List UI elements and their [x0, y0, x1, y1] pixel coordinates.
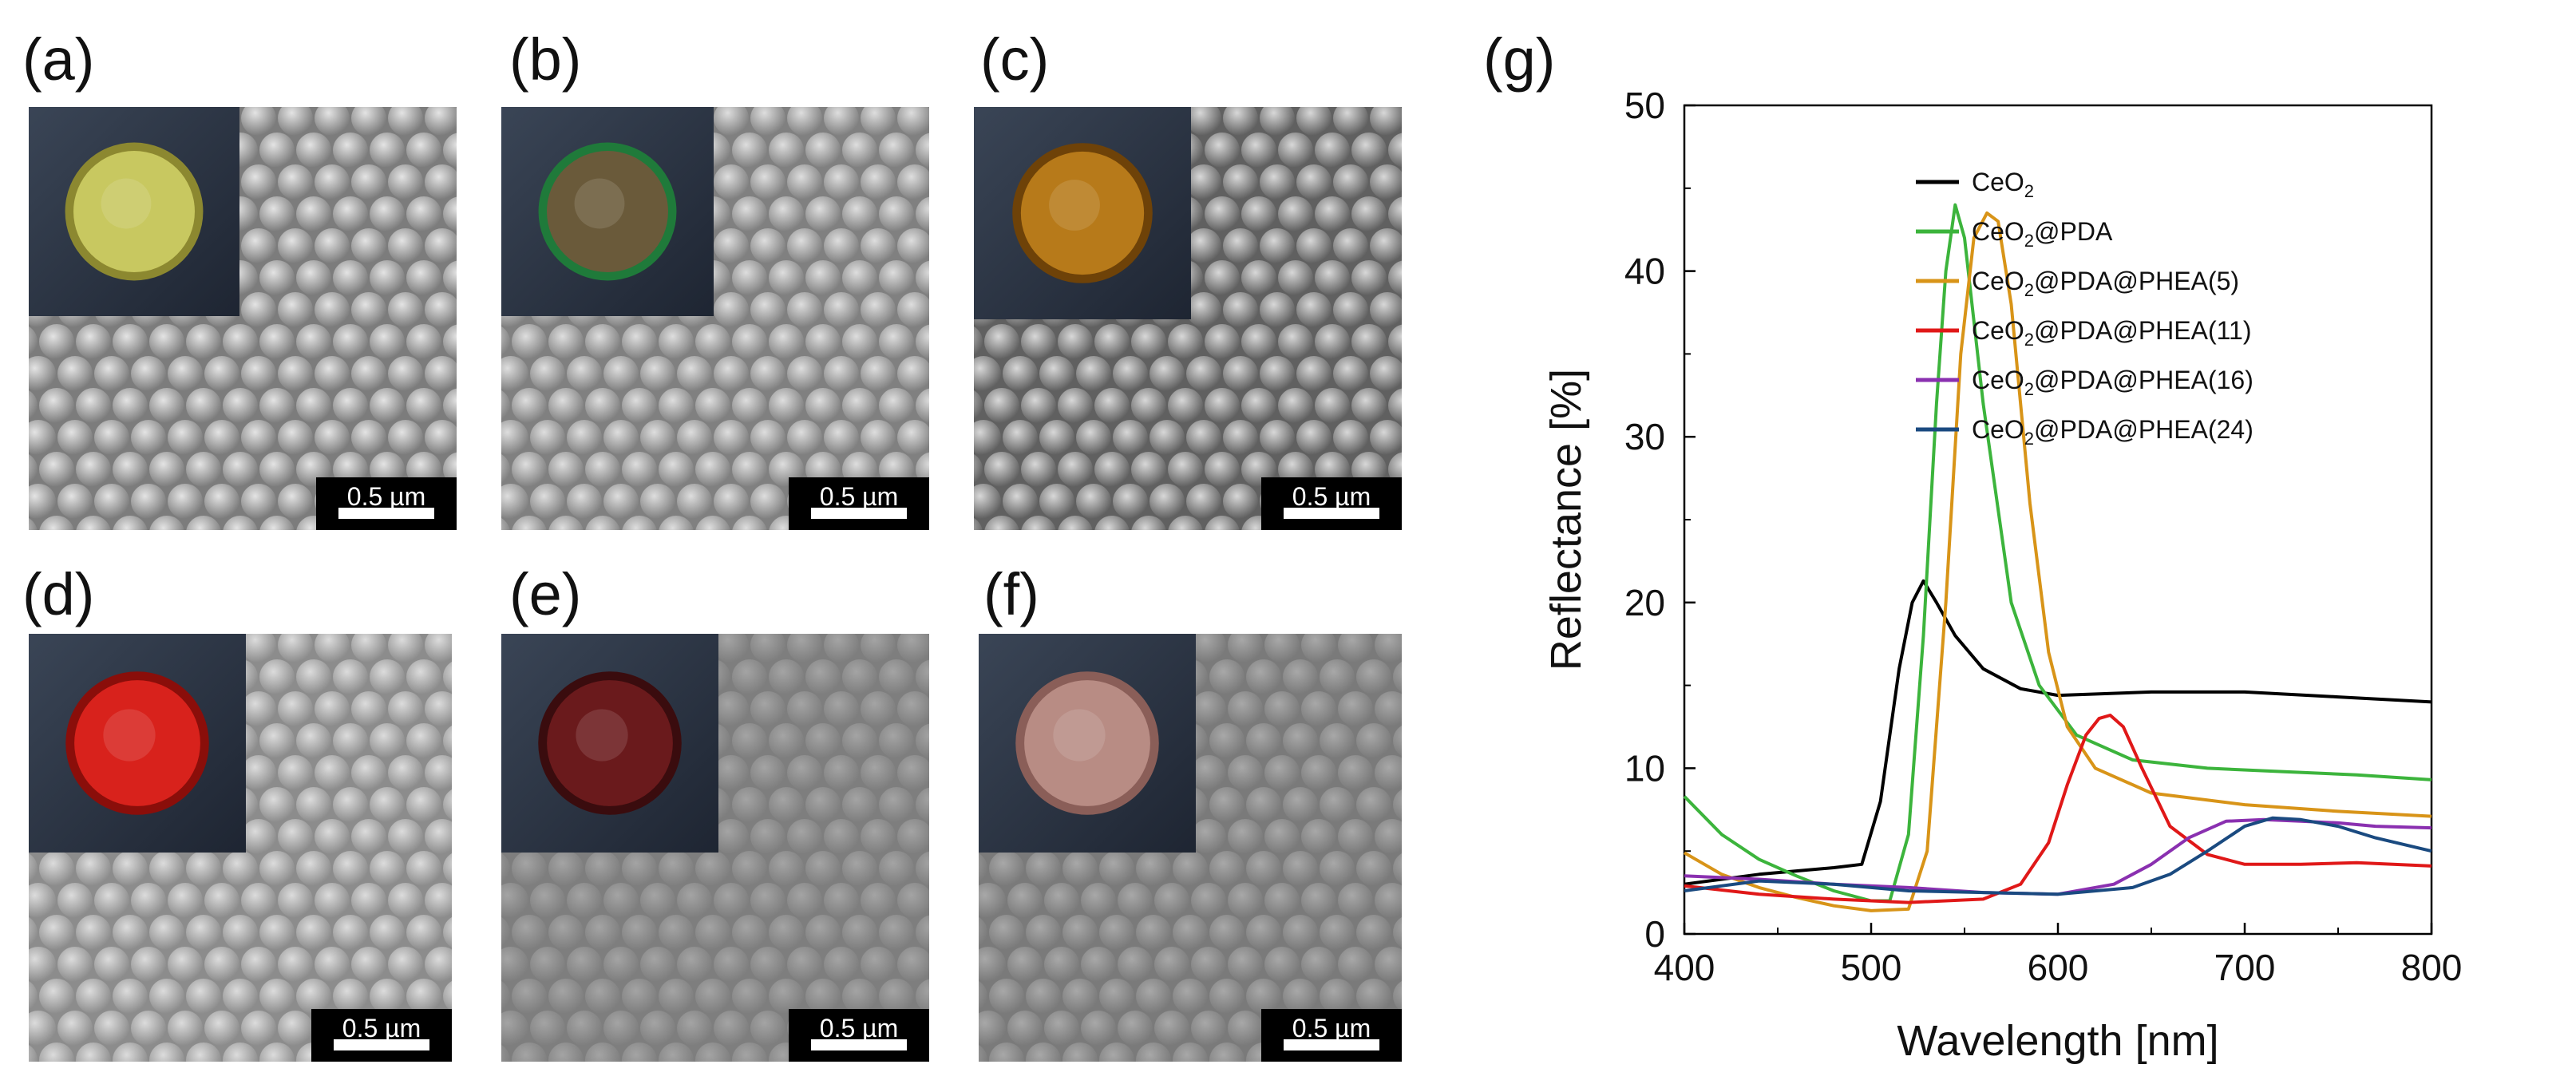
axis-ticks	[1683, 104, 2433, 936]
photo-inset-d	[29, 634, 246, 853]
y-tick-label: 20	[1624, 582, 1665, 623]
sem-panel-c: 0.5 µm	[974, 107, 1402, 530]
x-tick-label: 800	[2401, 947, 2463, 988]
sem-panel-f: 0.5 µm	[979, 634, 1402, 1062]
sample-disk-f	[979, 634, 1196, 853]
photo-inset-c	[974, 107, 1191, 319]
y-axis-label: Reflectance [%]	[1542, 369, 1590, 671]
y-tick-label: 10	[1624, 747, 1665, 789]
scale-bar-line	[811, 508, 907, 519]
y-tick-label: 40	[1624, 251, 1665, 292]
scale-bar-f: 0.5 µm	[1261, 1009, 1402, 1062]
panel-label-b: (b)	[509, 26, 582, 93]
x-tick-label: 500	[1841, 947, 1902, 988]
sem-panel-d: 0.5 µm	[29, 634, 452, 1062]
legend-entry: CeO2@PDA@PHEA(5)	[1972, 267, 2239, 300]
series-line-0	[1684, 579, 2432, 886]
photo-inset-f	[979, 634, 1196, 853]
panel-label-f: (f)	[983, 561, 1039, 627]
photo-inset-a	[29, 107, 239, 316]
series-line-2	[1684, 211, 2432, 912]
y-tick-label: 30	[1624, 416, 1665, 457]
x-tick-label: 700	[2214, 947, 2276, 988]
series-line-5	[1684, 816, 2432, 896]
scale-bar-b: 0.5 µm	[789, 477, 929, 530]
photo-inset-b	[501, 107, 714, 316]
scale-bar-label: 0.5 µm	[342, 1014, 421, 1043]
x-tick-label: 600	[2028, 947, 2089, 988]
panel-label-e: (e)	[509, 561, 582, 627]
legend-entry: CeO2@PDA@PHEA(16)	[1972, 366, 2254, 399]
sem-panel-e: 0.5 µm	[501, 634, 929, 1062]
panel-label-d: (d)	[22, 561, 95, 627]
panel-label-g: (g)	[1483, 26, 1556, 93]
legend-entry: CeO2@PDA@PHEA(24)	[1972, 415, 2254, 449]
scale-bar-label: 0.5 µm	[819, 1014, 899, 1043]
scale-bar-line	[1284, 508, 1379, 519]
panel-label-a: (a)	[22, 26, 95, 93]
scale-bar-a: 0.5 µm	[316, 477, 457, 530]
photo-inset-e	[501, 634, 718, 853]
sample-disk-e	[501, 634, 718, 853]
reflectance-chart: 400 500 600 700 800 0 10 20 30 40 50 Wavelength [n…	[1542, 85, 2463, 1065]
scale-bar-label: 0.5 µm	[819, 482, 899, 511]
legend-entry: CeO2@PDA	[1972, 217, 2113, 251]
sem-panel-b: 0.5 µm	[501, 107, 929, 530]
scale-bar-label: 0.5 µm	[1292, 1014, 1371, 1043]
scale-bar-label: 0.5 µm	[346, 482, 426, 511]
scale-bar-line	[1284, 1039, 1379, 1050]
scale-bar-d: 0.5 µm	[311, 1009, 452, 1062]
sem-panel-a: 0.5 µm	[29, 107, 457, 530]
scale-bar-line	[811, 1039, 907, 1050]
panel-label-c: (c)	[980, 26, 1050, 93]
scale-bar-line	[334, 1039, 429, 1050]
series-line-3	[1684, 714, 2432, 904]
sample-disk-d	[29, 634, 246, 853]
scale-bar-line	[338, 508, 434, 519]
y-tick-label: 50	[1624, 85, 1665, 126]
scale-bar-label: 0.5 µm	[1292, 482, 1371, 511]
x-tick-label: 400	[1654, 947, 1715, 988]
legend: CeO2 CeO2@PDA CeO2@PDA@PHEA(5) CeO2@PDA@PHE…	[1916, 168, 2254, 449]
sample-disk-c	[974, 107, 1191, 319]
series-lines	[1683, 203, 2432, 912]
legend-entry: CeO2	[1972, 168, 2034, 201]
sample-disk-b	[501, 107, 714, 316]
scale-bar-e: 0.5 µm	[789, 1009, 929, 1062]
tick-labels: 400 500 600 700 800 0 10 20 30 40 50	[1624, 85, 2463, 988]
x-axis-label: Wavelength [nm]	[1897, 1017, 2218, 1065]
legend-entry: CeO2@PDA@PHEA(11)	[1972, 316, 2251, 350]
series-line-1	[1683, 203, 2432, 903]
scale-bar-c: 0.5 µm	[1261, 477, 1402, 530]
sample-disk-a	[29, 107, 239, 316]
y-tick-label: 0	[1644, 913, 1665, 955]
